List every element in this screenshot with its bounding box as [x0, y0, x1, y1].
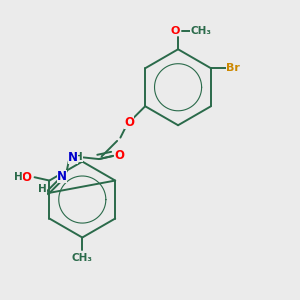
Text: H: H	[74, 152, 83, 162]
Text: O: O	[124, 116, 134, 129]
Text: O: O	[21, 171, 31, 184]
Text: O: O	[114, 149, 124, 162]
Text: CH₃: CH₃	[190, 26, 211, 36]
Text: N: N	[57, 170, 67, 183]
Text: Br: Br	[226, 63, 240, 73]
Text: O: O	[171, 26, 180, 36]
Text: CH₃: CH₃	[72, 253, 93, 263]
Text: H: H	[38, 184, 47, 194]
Text: H: H	[14, 172, 23, 182]
Text: N: N	[68, 151, 78, 164]
